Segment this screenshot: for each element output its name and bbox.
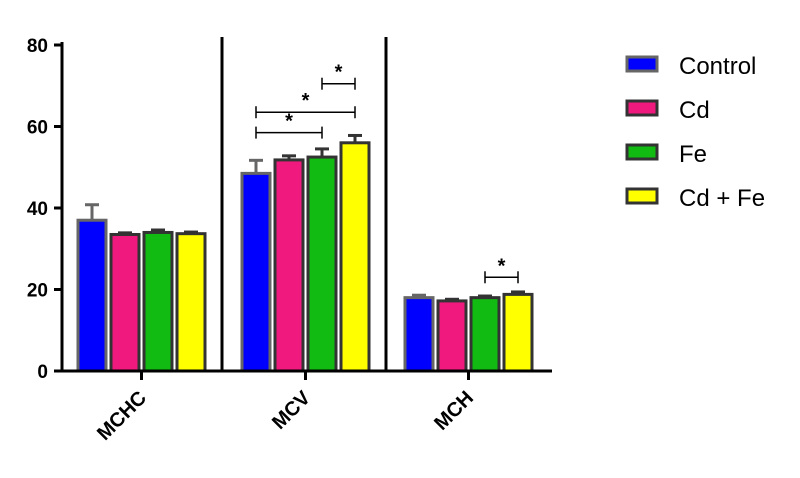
legend-swatch: [625, 55, 659, 73]
significance-star: *: [302, 90, 310, 112]
bar-mch-fe: [469, 296, 501, 373]
bar-mcv-control: [240, 171, 272, 373]
y-tick-label: 0: [37, 362, 48, 383]
y-tick-label: 40: [27, 199, 48, 220]
legend-label: Control: [679, 53, 756, 80]
bar-mchc-cd-fe: [175, 232, 207, 373]
bar-mcv-cd: [273, 158, 305, 373]
y-tick-label: 80: [27, 36, 48, 57]
bar-mch-control: [403, 296, 435, 373]
y-tick-label: 20: [27, 281, 48, 302]
legend-label: Cd + Fe: [679, 185, 765, 212]
significance-star: *: [335, 62, 343, 84]
x-tick-label: MCH: [430, 387, 478, 435]
bar-mch-cd: [436, 299, 468, 373]
bar-mcv-cd-fe: [339, 141, 371, 373]
x-tick-label: MCHC: [93, 387, 151, 445]
legend-swatch: [625, 99, 659, 117]
bar-mchc-control: [76, 218, 108, 373]
bar-mch-cd-fe: [502, 292, 534, 373]
bar-mchc-fe: [142, 230, 174, 373]
y-tick-label: 60: [27, 118, 48, 139]
legend-label: Fe: [679, 141, 707, 168]
legend-label: Cd: [679, 97, 710, 124]
x-tick-label: MCV: [268, 387, 315, 434]
bar-mchc-cd: [109, 232, 141, 373]
significance-star: *: [285, 111, 293, 133]
legend-swatch: [625, 187, 659, 205]
legend-swatch: [625, 143, 659, 161]
bar-mcv-fe: [306, 155, 338, 373]
significance-star: *: [498, 255, 506, 277]
